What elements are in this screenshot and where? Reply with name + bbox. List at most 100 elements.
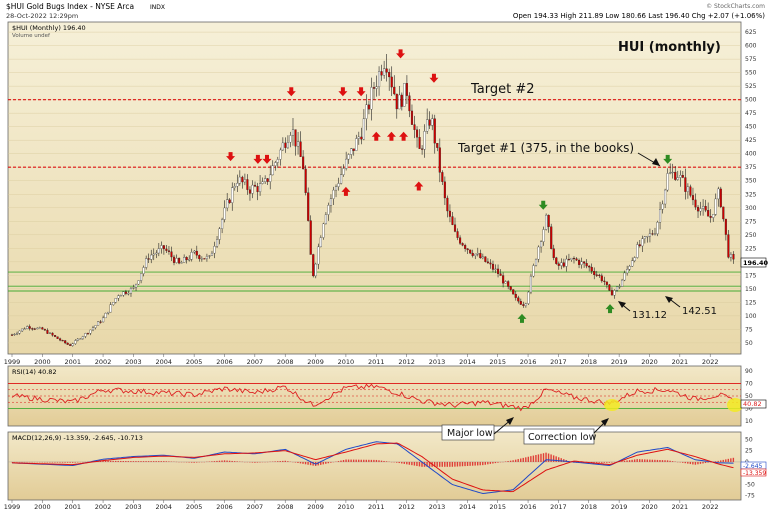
- low-142-pointer-head: [665, 296, 673, 303]
- signal-last-value: -13.359: [743, 470, 766, 477]
- date-tick-label: 2013: [429, 503, 446, 511]
- macd-histogram-bar: [355, 459, 357, 462]
- price-bar-up: [618, 286, 621, 288]
- price-bar-up: [48, 332, 52, 334]
- up-arrow-icon: [517, 313, 527, 323]
- date-tick-label: 2002: [95, 503, 112, 511]
- price-bar-down: [253, 184, 257, 187]
- price-bar-down: [509, 286, 512, 290]
- macd-histogram-bar: [71, 461, 74, 463]
- macd-tick-label: 50: [745, 436, 753, 443]
- macd-histogram-bar: [694, 461, 697, 465]
- up-arrow-icon: [386, 131, 396, 141]
- date-tick-label: 2004: [156, 503, 173, 511]
- macd-histogram-bar: [130, 461, 132, 462]
- date-tick-label: 2008: [277, 358, 294, 366]
- price-bar-down: [59, 338, 62, 341]
- macd-histogram-bar: [254, 461, 256, 463]
- major-low-pointer-head: [506, 417, 514, 425]
- macd-histogram-bar: [512, 460, 514, 462]
- price-tick-label: 325: [745, 191, 757, 198]
- price-tick-label: 75: [745, 326, 753, 333]
- macd-histogram-bar: [436, 461, 438, 467]
- macd-histogram-bar: [287, 461, 289, 462]
- price-bar-up: [712, 214, 715, 218]
- price-bar-up: [631, 260, 634, 267]
- macd-histogram-bar: [532, 455, 535, 462]
- macd-panel: [7, 431, 742, 501]
- date-tick-label: 2003: [125, 503, 142, 511]
- price-tick-label: 600: [745, 43, 757, 50]
- macd-histogram-bar: [464, 461, 466, 467]
- price-tick-label: 425: [745, 137, 757, 144]
- date-tick-label: 2017: [550, 503, 567, 511]
- price-bar-down: [428, 119, 431, 126]
- date-tick-label: 2006: [216, 358, 233, 366]
- rsi-tick-label: 70: [745, 381, 753, 388]
- macd-histogram-bar: [408, 461, 411, 465]
- price-bar-up: [357, 136, 360, 139]
- macd-histogram-bar: [358, 459, 360, 462]
- price-bar-up: [423, 131, 426, 150]
- price-bar-down: [393, 86, 396, 95]
- date-tick-label: 2009: [307, 503, 324, 511]
- price-bar-up: [243, 179, 246, 183]
- macd-histogram-bar: [373, 459, 375, 462]
- price-tick-label: 100: [745, 313, 757, 320]
- price-bar-up: [160, 245, 163, 249]
- low-142-label: 142.51: [682, 306, 717, 317]
- price-bar-down: [684, 177, 687, 192]
- macd-histogram-bar: [325, 461, 327, 464]
- macd-histogram-bar: [284, 460, 286, 462]
- last-price-value: 196.40: [743, 259, 768, 267]
- macd-histogram-bar: [117, 460, 119, 462]
- price-bar-up: [699, 208, 702, 212]
- price-bar-down: [567, 258, 570, 261]
- down-arrow-icon: [396, 49, 406, 59]
- price-bar-up: [208, 255, 211, 257]
- price-bar-up: [669, 172, 672, 174]
- price-bar-up: [534, 258, 538, 266]
- macd-histogram-bar: [165, 461, 168, 462]
- macd-histogram-bar: [385, 461, 388, 462]
- macd-histogram-bar: [188, 461, 190, 463]
- macd-histogram-bar: [163, 461, 165, 462]
- macd-tick-label: 25: [745, 448, 753, 455]
- price-bar-down: [704, 205, 707, 211]
- macd-histogram-bar: [623, 460, 626, 462]
- macd-histogram-bar: [155, 461, 157, 462]
- macd-histogram-bar: [649, 459, 651, 462]
- macd-histogram-bar: [360, 459, 362, 462]
- price-bar-up: [633, 257, 636, 262]
- macd-histogram-bar: [168, 461, 170, 462]
- price-bar-up: [210, 252, 214, 256]
- macd-histogram-bar: [479, 461, 481, 466]
- price-bar-down: [372, 87, 376, 89]
- quote-line: Open 194.33 High 211.89 Low 180.66 Last …: [513, 12, 765, 20]
- macd-histogram-bar: [401, 461, 403, 464]
- macd-histogram-bar: [722, 459, 724, 462]
- price-bar-up: [664, 189, 667, 205]
- date-tick-label: 1999: [4, 503, 21, 511]
- price-tick-label: 225: [745, 245, 757, 252]
- price-bar-up: [142, 267, 145, 274]
- price-gridlines: [8, 31, 741, 344]
- price-bar-down: [438, 147, 441, 173]
- macd-histogram-bar: [606, 461, 608, 463]
- price-bar-up: [527, 291, 530, 304]
- down-arrow-icon: [338, 87, 348, 97]
- price-bar-up: [76, 338, 79, 341]
- price-bar-up: [702, 205, 705, 209]
- price-bar-down: [124, 291, 127, 294]
- price-bar-down: [575, 258, 578, 261]
- price-bar-up: [717, 188, 720, 200]
- macd-histogram-bar: [302, 461, 304, 464]
- price-tick-label: 475: [745, 110, 757, 117]
- macd-histogram-bar: [309, 461, 312, 466]
- price-bar-up: [345, 158, 348, 169]
- price-bar-down: [638, 244, 641, 247]
- price-bar-up: [279, 149, 282, 160]
- price-bar-down: [433, 118, 436, 144]
- price-bar-down: [69, 344, 72, 346]
